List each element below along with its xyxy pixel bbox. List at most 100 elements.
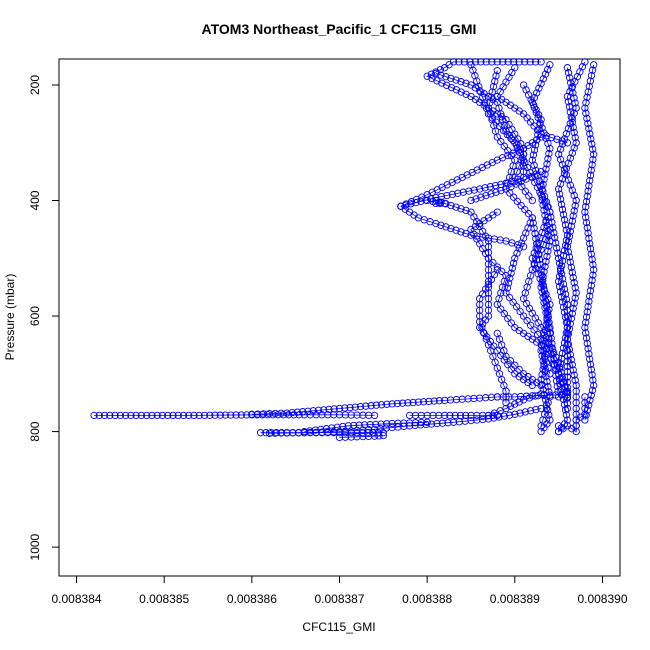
series-line — [531, 64, 551, 432]
data-point — [563, 243, 572, 251]
data-point — [394, 423, 402, 431]
data-point — [535, 255, 544, 264]
data-point — [537, 133, 545, 141]
data-point — [322, 425, 331, 433]
data-point — [388, 419, 396, 428]
data-point — [446, 411, 454, 420]
data-point — [515, 398, 523, 406]
data-point — [564, 124, 573, 133]
data-point — [482, 191, 490, 200]
data-point — [567, 79, 575, 87]
data-point — [544, 65, 552, 74]
data-point — [583, 93, 591, 101]
data-point — [448, 190, 457, 199]
data-point — [541, 235, 550, 244]
data-point — [504, 279, 513, 287]
data-point — [568, 361, 576, 369]
data-point — [524, 224, 532, 232]
data-point — [563, 318, 572, 326]
data-point — [556, 195, 565, 203]
data-point — [561, 290, 570, 298]
data-point — [143, 411, 151, 420]
data-point — [589, 260, 597, 269]
data-point — [510, 58, 518, 66]
data-point — [530, 146, 539, 154]
data-point — [586, 245, 595, 253]
data-point — [581, 399, 589, 407]
data-point — [572, 387, 580, 395]
data-point — [482, 58, 490, 66]
data-point — [351, 403, 359, 411]
data-point — [309, 407, 317, 415]
data-point — [552, 239, 560, 247]
data-point — [586, 176, 594, 185]
data-point — [504, 58, 512, 66]
data-point — [476, 300, 484, 309]
data-point — [572, 422, 580, 430]
y-axis-label: Pressure (mbar) — [3, 274, 17, 361]
data-point — [442, 81, 451, 89]
data-point — [547, 334, 555, 342]
data-point — [585, 182, 593, 190]
data-point — [588, 66, 597, 74]
series-line — [558, 67, 577, 426]
data-point — [583, 308, 591, 316]
data-point — [505, 393, 513, 401]
data-point — [335, 433, 344, 442]
data-point — [432, 196, 440, 205]
data-point — [366, 421, 374, 429]
series-line — [496, 67, 568, 144]
data-point — [545, 242, 553, 250]
data-point — [563, 341, 572, 349]
data-point — [584, 302, 592, 311]
data-point — [265, 410, 274, 418]
data-point — [546, 208, 554, 216]
data-point — [543, 302, 551, 311]
data-point — [358, 429, 366, 437]
data-point — [493, 393, 501, 401]
data-point — [544, 247, 552, 255]
data-point — [185, 411, 193, 420]
data-point — [533, 245, 542, 253]
data-point — [581, 393, 589, 401]
data-point — [560, 166, 569, 174]
data-point — [562, 171, 571, 179]
data-point — [529, 151, 538, 159]
data-point — [572, 289, 580, 297]
data-point — [370, 411, 379, 420]
data-point — [484, 415, 493, 423]
data-point — [417, 411, 425, 420]
data-point — [211, 411, 219, 419]
data-point — [581, 410, 589, 418]
data-point — [589, 271, 597, 279]
data-point — [590, 61, 598, 69]
data-point — [546, 144, 554, 153]
data-point — [582, 203, 590, 211]
data-point — [521, 58, 529, 66]
data-point — [530, 326, 538, 334]
data-point — [558, 205, 567, 214]
data-point — [437, 192, 446, 201]
data-point — [470, 186, 478, 194]
data-point — [528, 156, 536, 164]
data-point — [585, 82, 593, 91]
data-point — [564, 176, 573, 184]
data-point — [216, 411, 224, 419]
data-point — [544, 230, 552, 239]
data-point — [589, 376, 597, 384]
data-point — [554, 254, 563, 262]
data-point — [458, 395, 466, 403]
data-point — [568, 186, 576, 194]
data-point — [425, 397, 433, 406]
data-point — [563, 312, 572, 320]
data-point — [492, 188, 500, 196]
data-point — [300, 427, 309, 436]
data-point — [457, 88, 465, 96]
data-point — [586, 360, 595, 369]
data-point — [513, 249, 521, 257]
data-point — [359, 411, 367, 419]
data-point — [258, 411, 267, 419]
data-point — [536, 234, 544, 242]
data-point — [519, 156, 528, 164]
data-point — [566, 154, 574, 162]
